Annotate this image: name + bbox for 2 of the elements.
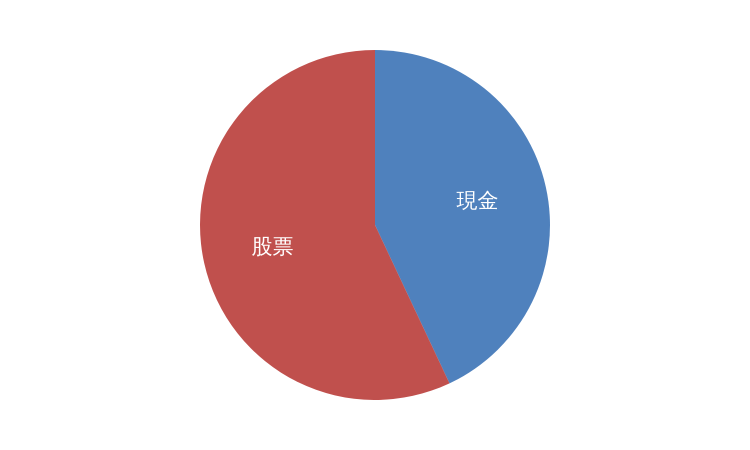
slice-label: 現金 [456,188,498,213]
slice-label: 股票 [252,234,294,258]
